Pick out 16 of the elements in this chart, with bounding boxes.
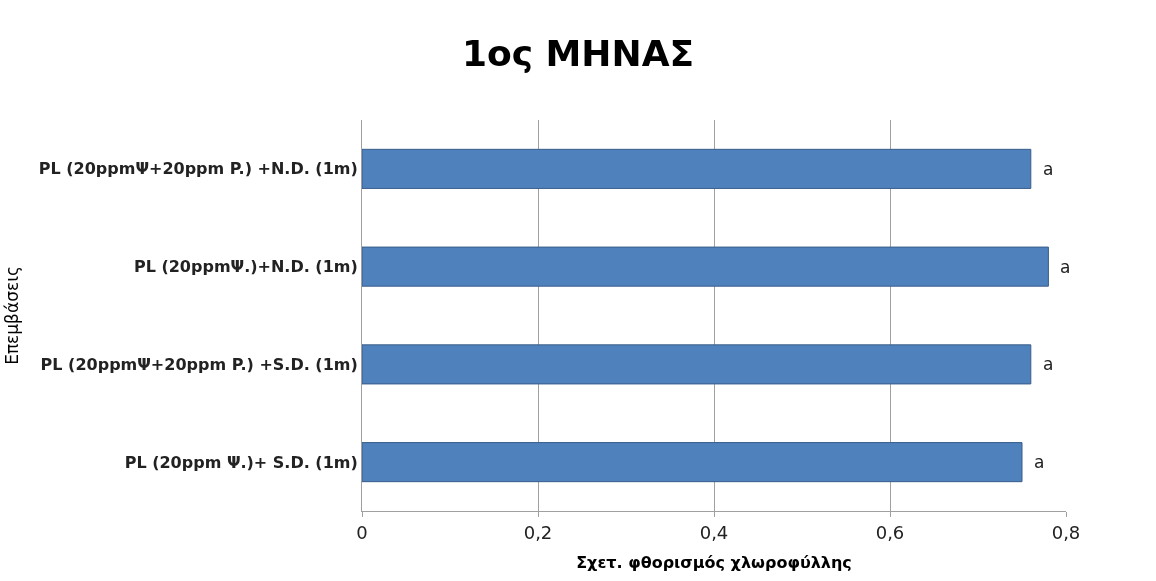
y-tick-label: PL (20ppm Ψ.)+ S.D. (1m) <box>124 452 358 472</box>
x-tick-label: 0,4 <box>699 521 729 543</box>
annotation: a <box>1043 354 1054 374</box>
y-tick-label: PL (20ppmΨ+20ppm P.) +S.D. (1m) <box>40 354 358 374</box>
x-tick-label: 0,2 <box>523 521 553 543</box>
x-tick-label: 0,6 <box>875 521 905 543</box>
y-axis-title: Επεμβάσεις <box>2 266 23 365</box>
annotation: a <box>1043 159 1054 179</box>
x-tick-label: 0 <box>356 521 368 543</box>
y-tick-label: PL (20ppmΨ+20ppm P.) +N.D. (1m) <box>38 159 358 179</box>
annotation: a <box>1034 452 1045 472</box>
chart-title: 1ος ΜΗΝΑΣ <box>461 32 695 74</box>
annotation: a <box>1060 257 1071 277</box>
x-tick-label: 0,8 <box>1051 521 1081 543</box>
x-axis-title: Σχετ. φθορισμός χλωροφύλλης <box>576 553 852 573</box>
y-tick-label: PL (20ppmΨ.)+N.D. (1m) <box>133 257 358 277</box>
